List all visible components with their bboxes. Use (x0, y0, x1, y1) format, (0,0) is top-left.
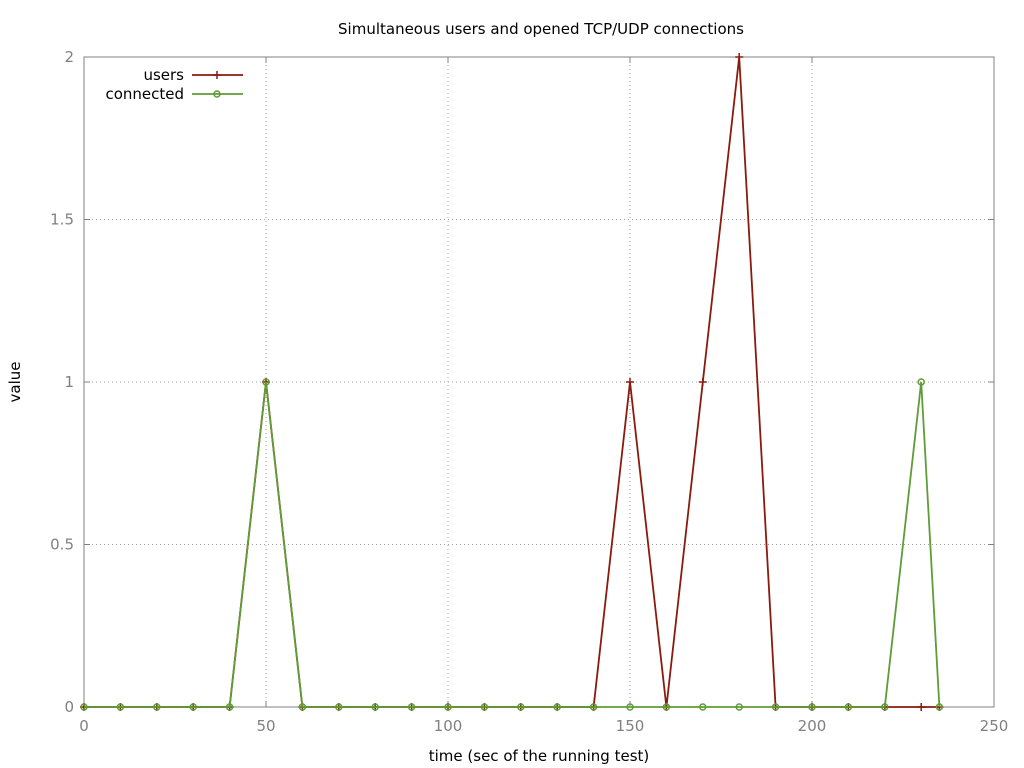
data-point-connected (626, 703, 634, 711)
data-point-connected (262, 378, 270, 386)
data-point-connected (189, 703, 197, 711)
data-point-connected (153, 703, 161, 711)
y-tick-label: 2 (64, 48, 74, 66)
x-tick-label: 250 (980, 717, 1009, 735)
data-point-connected (735, 703, 743, 711)
data-point-connected (881, 703, 889, 711)
data-point-connected (917, 378, 925, 386)
y-axis-title: value (6, 362, 24, 403)
y-tick-label: 1.5 (50, 211, 74, 229)
y-tick-label: 0 (64, 698, 74, 716)
legend-label-connected: connected (105, 85, 184, 103)
data-point-connected (589, 703, 598, 711)
legend-marker-connected (213, 90, 221, 98)
data-point-connected (407, 703, 416, 711)
legend-marker-users (213, 71, 221, 79)
data-point-users (698, 378, 707, 386)
data-point-connected (335, 703, 343, 711)
axis-ticks: 0 50 100 150 200 250 0 0.5 1 1.5 2 (50, 48, 1008, 735)
chart-title: Simultaneous users and opened TCP/UDP co… (338, 20, 744, 38)
data-point-connected (662, 703, 671, 711)
x-tick-label: 50 (256, 717, 275, 735)
series-layer (80, 53, 944, 711)
data-point-connected (935, 703, 944, 711)
x-tick-label: 100 (434, 717, 463, 735)
data-point-connected (371, 703, 379, 711)
series-connected (80, 378, 944, 711)
legend-label-users: users (143, 66, 184, 84)
data-point-connected (553, 703, 561, 711)
data-point-users (917, 703, 926, 711)
series-users (80, 53, 944, 711)
data-point-connected (517, 703, 525, 711)
data-point-connected (844, 703, 853, 711)
data-point-connected (771, 703, 780, 711)
data-point-connected (444, 703, 452, 711)
series-line-connected (84, 381, 941, 708)
x-tick-label: 200 (798, 717, 827, 735)
data-point-connected (480, 703, 489, 711)
data-point-connected (80, 703, 88, 711)
data-point-connected (225, 703, 234, 711)
x-axis-title: time (sec of the running test) (429, 747, 650, 765)
data-point-connected (298, 703, 307, 711)
data-point-connected (116, 703, 125, 711)
data-point-connected (699, 703, 707, 711)
grid-lines (84, 57, 994, 707)
x-tick-label: 150 (616, 717, 645, 735)
y-tick-label: 1 (64, 373, 74, 391)
x-tick-label: 0 (79, 717, 89, 735)
y-tick-label: 0.5 (50, 536, 74, 554)
data-point-users (626, 378, 634, 386)
data-point-connected (808, 703, 816, 711)
data-point-users (735, 53, 744, 61)
